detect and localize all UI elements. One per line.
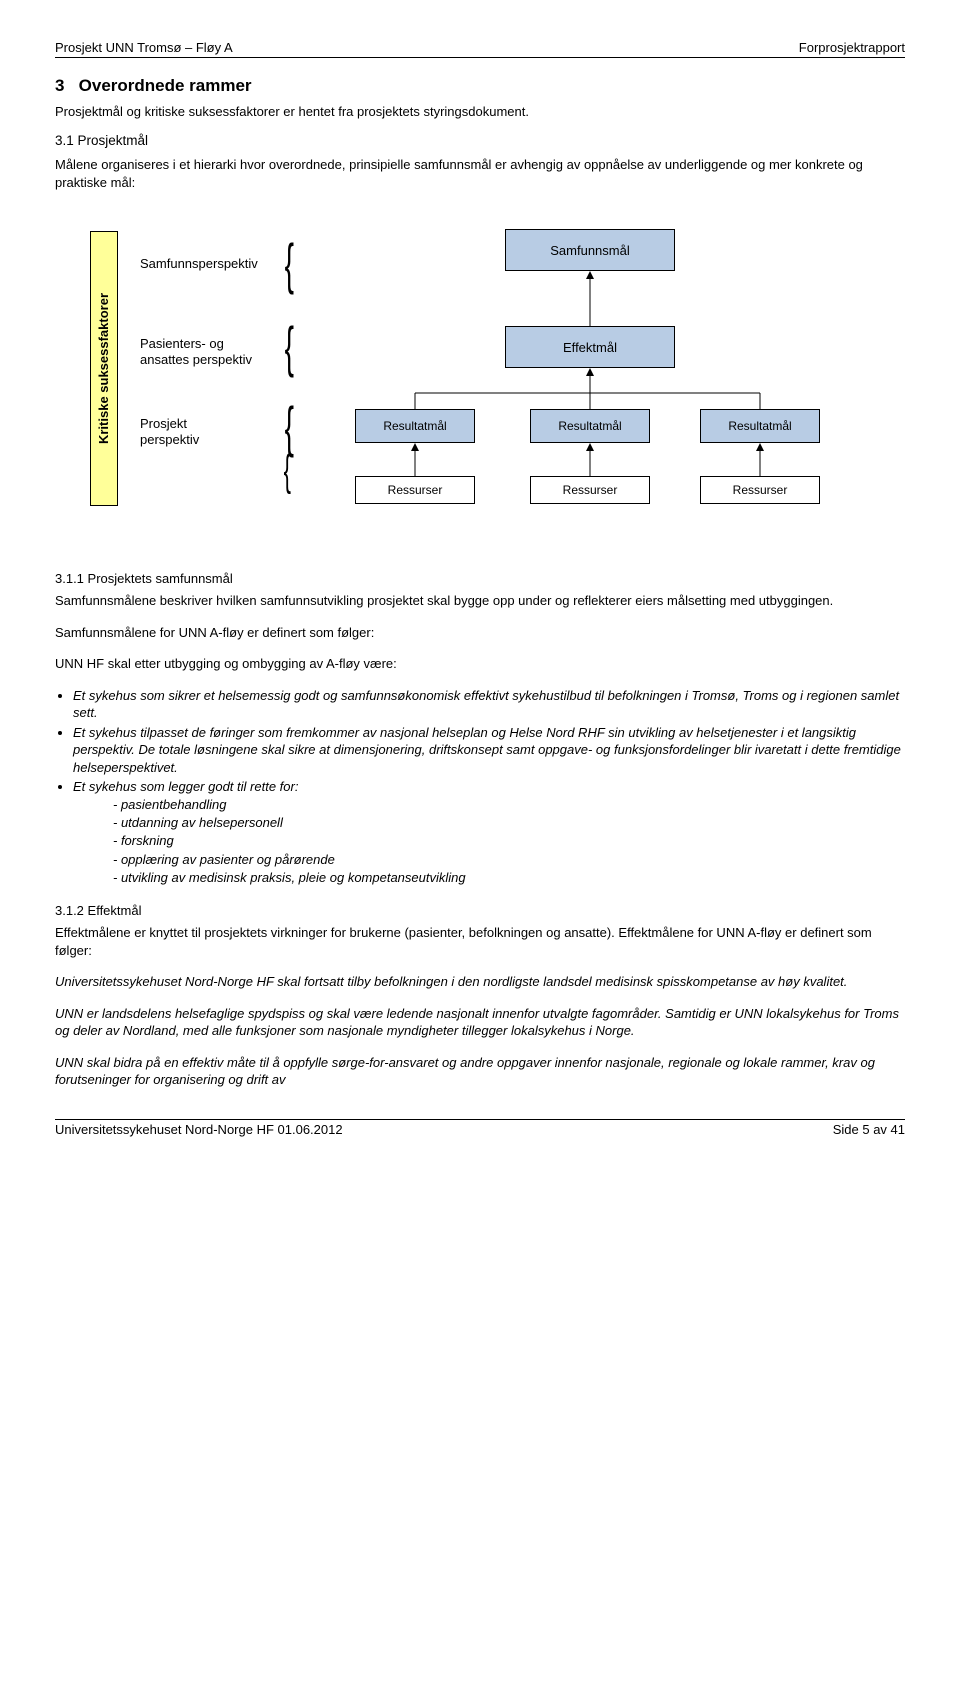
ressurser-box-2: Ressurser (530, 476, 650, 504)
arrows-resultat-to-effekt (345, 368, 845, 413)
subsection-3-1-2-title: 3.1.2 Effektmål (55, 903, 905, 918)
perspektiv-pasienter-line2: ansattes perspektiv (140, 352, 252, 367)
header-left: Prosjekt UNN Tromsø – Fløy A (55, 40, 233, 55)
resultatmal-box-2: Resultatmål (530, 409, 650, 443)
sub312-p2: Universitetssykehuset Nord-Norge HF skal… (55, 973, 905, 991)
sub-list-item: - opplæring av pasienter og pårørende (113, 851, 905, 869)
arrow-res1 (355, 443, 475, 478)
perspektiv-samfunn: Samfunnsperspektiv (140, 256, 258, 271)
sub311-p2: Samfunnsmålene for UNN A-fløy er definer… (55, 624, 905, 642)
footer-left: Universitetssykehuset Nord-Norge HF 01.0… (55, 1122, 343, 1137)
sub312-p4: UNN skal bidra på en effektiv måte til å… (55, 1054, 905, 1089)
page-footer: Universitetssykehuset Nord-Norge HF 01.0… (55, 1119, 905, 1137)
list-item: Et sykehus som sikrer et helsemessig god… (73, 687, 905, 722)
arrow-res3 (700, 443, 820, 478)
subsection-3-1-title: 3.1 Prosjektmål (55, 133, 905, 148)
goal-hierarchy-diagram: Kritiske suksessfaktorer Samfunnsperspek… (55, 221, 905, 531)
section-number: 3 (55, 76, 64, 95)
page-header: Prosjekt UNN Tromsø – Fløy A Forprosjekt… (55, 40, 905, 58)
subsection-3-1-1-title: 3.1.1 Prosjektets samfunnsmål (55, 571, 905, 586)
brace-icon-4: { (284, 449, 291, 493)
arrow-effekt-to-samfunn (505, 271, 675, 331)
sub312-p3: UNN er landsdelens helsefaglige spydspis… (55, 1005, 905, 1040)
sub312-p1: Effektmålene er knyttet til prosjektets … (55, 924, 905, 959)
arrow-res2 (530, 443, 650, 478)
kritiske-suksessfaktorer-box: Kritiske suksessfaktorer (90, 231, 118, 506)
ressurser-box-1: Ressurser (355, 476, 475, 504)
section-title: 3 Overordnede rammer (55, 76, 905, 96)
sub-bullet-list: - pasientbehandling - utdanning av helse… (113, 796, 905, 887)
brace-icon-2: { (285, 319, 294, 375)
section-title-text: Overordnede rammer (79, 76, 252, 95)
resultatmal-box-3: Resultatmål (700, 409, 820, 443)
footer-right: Side 5 av 41 (833, 1122, 905, 1137)
perspektiv-prosjekt-line2: perspektiv (140, 432, 199, 447)
resultatmal-box-1: Resultatmål (355, 409, 475, 443)
intro-text: Prosjektmål og kritiske suksessfaktorer … (55, 104, 905, 119)
list-item-text: Et sykehus som legger godt til rette for… (73, 779, 298, 794)
sub-list-item: - utvikling av medisinsk praksis, pleie … (113, 869, 905, 887)
sub-list-item: - pasientbehandling (113, 796, 905, 814)
sub-list-item: - utdanning av helsepersonell (113, 814, 905, 832)
perspektiv-prosjekt-line1: Prosjekt (140, 416, 187, 431)
list-item: Et sykehus tilpasset de føringer som fre… (73, 724, 905, 777)
header-right: Forprosjektrapport (799, 40, 905, 55)
samfunnsmal-box: Samfunnsmål (505, 229, 675, 271)
bullet-list: Et sykehus som sikrer et helsemessig god… (73, 687, 905, 887)
sub31-text: Målene organiseres i et hierarki hvor ov… (55, 156, 905, 191)
ressurser-box-3: Ressurser (700, 476, 820, 504)
sub-list-item: - forskning (113, 832, 905, 850)
perspektiv-pasienter-line1: Pasienters- og (140, 336, 224, 351)
list-item: Et sykehus som legger godt til rette for… (73, 778, 905, 886)
effektmal-box: Effektmål (505, 326, 675, 368)
kritiske-suksessfaktorer-label: Kritiske suksessfaktorer (97, 293, 112, 444)
sub311-p1: Samfunnsmålene beskriver hvilken samfunn… (55, 592, 905, 610)
sub311-p3: UNN HF skal etter utbygging og ombygging… (55, 655, 905, 673)
brace-icon-1: { (285, 236, 294, 292)
